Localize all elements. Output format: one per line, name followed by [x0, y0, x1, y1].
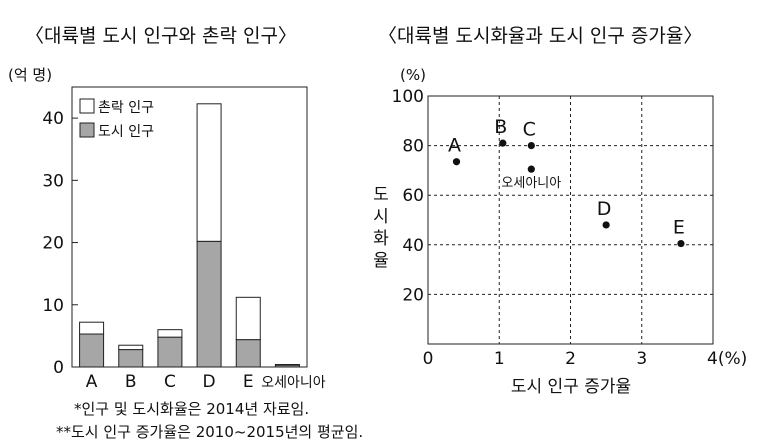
bar-x-tick-label: C — [164, 372, 176, 392]
scatter-point-label: A — [448, 135, 461, 157]
bar-urban-2 — [157, 336, 183, 368]
scatter-point-label: 오세아니아 — [501, 176, 561, 191]
bar-rural-3 — [196, 103, 222, 242]
scatter-x-tick-label: 4(%) — [707, 349, 747, 369]
scatter-point-1 — [499, 139, 507, 147]
bar-x-tick-label: 오세아니아 — [261, 375, 326, 391]
bar-y-axis: 0 10 20 30 40 — [42, 109, 78, 378]
scatter-y-axis-label-char: 율 — [373, 251, 389, 271]
scatter-y-tick-label: 80 — [402, 137, 424, 157]
footnote-2: **도시 인구 증가율은 2010~2015년의 평균임. — [56, 423, 363, 441]
bar-legend: 촌락 인구 도시 인구 — [79, 98, 154, 140]
bar-y-tick-label: 20 — [42, 234, 64, 254]
scatter-y-tick-label: 100 — [392, 87, 424, 107]
footnote-1: *인구 및 도시화율은 2014년 자료임. — [74, 400, 309, 418]
bar-y-tick-label: 10 — [42, 296, 64, 316]
bar-chart-title: 〈대륙별 도시 인구와 촌락 인구〉 — [25, 25, 297, 47]
scatter-point-4 — [602, 221, 610, 229]
bar-urban-1 — [118, 349, 144, 368]
scatter-point-0 — [452, 158, 461, 166]
scatter-point-2 — [527, 142, 535, 150]
bar-rural-0 — [79, 321, 105, 335]
scatter-y-tick-label: 60 — [402, 186, 424, 206]
scatter-y-tick-label: 20 — [402, 285, 424, 305]
bar-urban-3 — [196, 240, 222, 368]
scatter-y-axis: 20 40 60 80 100 — [392, 87, 424, 305]
scatter-grid — [428, 96, 713, 344]
scatter-x-axis: 0 1 2 3 4(%) — [423, 349, 748, 369]
bar-rural-2 — [157, 329, 183, 338]
scatter-chart-title: 〈대륙별 도시화율과 도시 인구 증가율〉 — [378, 25, 702, 47]
bar-x-tick-label: A — [86, 372, 98, 392]
scatter-y-axis-label-char: 시 — [373, 207, 389, 227]
scatter-y-axis-label-char: 도 — [373, 185, 389, 205]
scatter-y-tick-label: 40 — [402, 236, 424, 256]
scatter-x-tick-label: 0 — [423, 349, 434, 369]
bar-rural-1 — [118, 344, 144, 351]
bar-y-tick-label: 0 — [53, 358, 64, 378]
legend-swatch-rural — [79, 98, 95, 114]
bar-chart-unit: (억 명) — [8, 66, 52, 84]
scatter-x-axis-label: 도시 인구 증가율 — [511, 377, 631, 397]
bar-y-tick-label: 40 — [42, 109, 64, 129]
bar-urban-0 — [79, 333, 105, 368]
scatter-point-label: E — [673, 217, 685, 239]
legend-label-urban: 도시 인구 — [98, 124, 154, 140]
scatter-y-axis-label: 도시화율 — [373, 185, 389, 271]
bar-marks — [79, 103, 300, 368]
bar-urban-4 — [235, 339, 261, 368]
scatter-x-tick-label: 3 — [636, 349, 647, 369]
scatter-x-tick-label: 1 — [494, 349, 505, 369]
bar-rural-4 — [235, 296, 261, 341]
scatter-point-label: C — [523, 119, 536, 141]
scatter-y-axis-label-char: 화 — [373, 229, 389, 249]
bar-rural-5 — [274, 364, 300, 366]
scatter-point-label: D — [597, 198, 612, 220]
scatter-points: A B C 오세아니아 D E — [448, 116, 685, 248]
bar-x-tick-label: E — [243, 372, 254, 392]
scatter-point-5 — [677, 239, 685, 248]
scatter-y-unit: (%) — [400, 66, 426, 84]
bar-x-tick-label: D — [203, 372, 216, 392]
legend-swatch-urban — [79, 122, 95, 138]
bar-x-axis: A B C D E 오세아니아 — [86, 372, 326, 392]
scatter-x-tick-label: 2 — [565, 349, 576, 369]
bar-plot-area — [71, 86, 308, 368]
legend-label-rural: 촌락 인구 — [98, 100, 154, 116]
bar-x-tick-label: B — [125, 372, 137, 392]
scatter-point-3 — [527, 165, 535, 173]
scatter-point-label: B — [494, 116, 507, 138]
bar-y-tick-label: 30 — [42, 171, 64, 191]
